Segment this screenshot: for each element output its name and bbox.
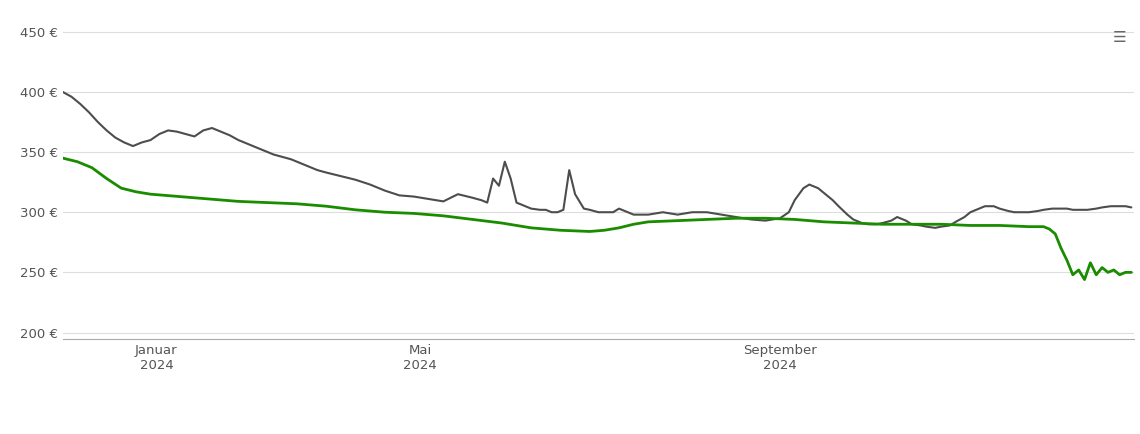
Text: ☰: ☰ [1113,30,1126,46]
Legend: lose Ware, Sackware: lose Ware, Sackware [478,428,719,434]
